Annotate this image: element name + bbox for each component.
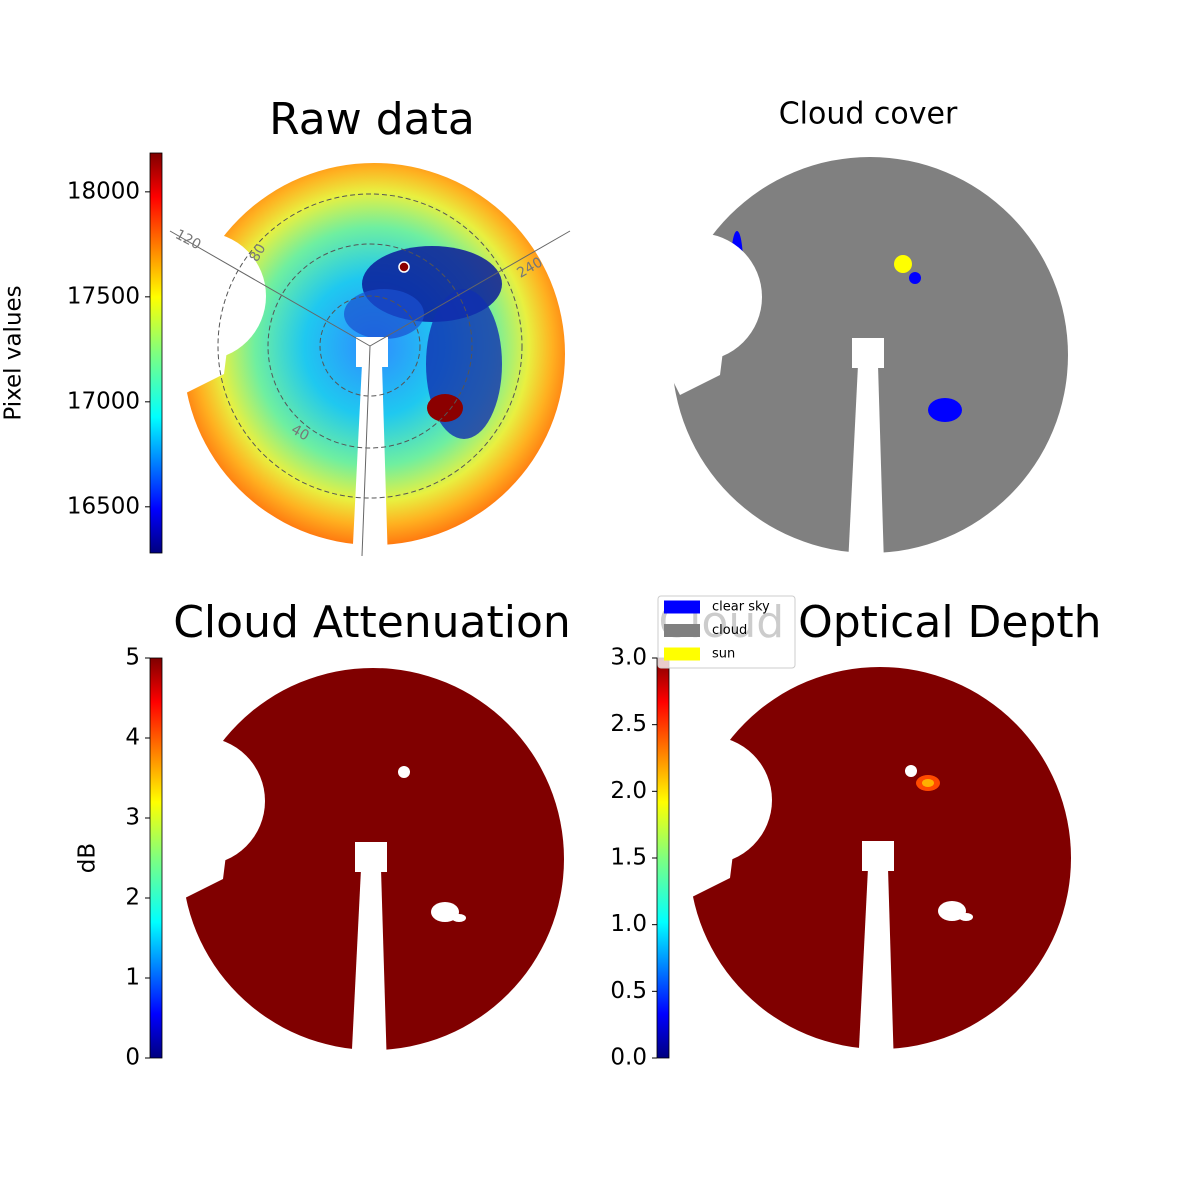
- clear-hole: [452, 914, 466, 922]
- sky-image: [672, 157, 1068, 553]
- sun-area: [894, 255, 912, 273]
- hot-spot: [427, 394, 463, 422]
- panel-title: Cloud Attenuation: [173, 597, 571, 648]
- polar-label: 40: [288, 422, 311, 445]
- clear-hole: [959, 913, 973, 921]
- clear-hole: [431, 902, 459, 922]
- legend-swatch: [664, 600, 700, 614]
- colorbar-label: dB: [75, 843, 101, 873]
- colorbar-tick-label: 17000: [67, 388, 140, 414]
- clear-area: [909, 272, 921, 284]
- dark-cloud: [344, 289, 424, 339]
- sun-hole: [398, 766, 410, 778]
- sky-field: [689, 667, 1071, 1049]
- colorbar-tick-label: 1.0: [610, 911, 647, 937]
- polar-ring: [319, 295, 421, 397]
- colorbar-tick-label: 3: [125, 805, 140, 831]
- sky-image: [182, 668, 564, 1050]
- legend-swatch: [664, 647, 700, 661]
- legend-label: cloud: [712, 623, 747, 638]
- colorbar-tick-label: 1: [125, 965, 140, 991]
- polar-spoke: [169, 230, 371, 347]
- polar-spoke: [369, 230, 571, 347]
- thin-cloud: [922, 779, 934, 787]
- sky-field: [183, 163, 565, 545]
- sun-spot: [398, 261, 410, 273]
- colorbar: [149, 657, 163, 1059]
- polar-spoke: [361, 345, 371, 557]
- sky-field: [182, 668, 564, 1050]
- sky-image: [689, 667, 1071, 1049]
- colorbar-tick-label: 5: [125, 645, 140, 671]
- colorbar-tick-label: 0.5: [610, 978, 647, 1004]
- colorbar-tick-label: 0.0: [610, 1045, 647, 1071]
- clear-hole: [938, 901, 966, 921]
- colorbar-tick-label: 17500: [67, 283, 140, 309]
- legend-label: clear sky: [712, 600, 770, 615]
- sky-image: [183, 163, 565, 545]
- colorbar-tick-label: 16500: [67, 493, 140, 519]
- colorbar: [656, 657, 670, 1059]
- sun-hole: [905, 765, 917, 777]
- colorbar-tick-label: 2.0: [610, 778, 647, 804]
- colorbar: [149, 152, 163, 554]
- polar-label: 80: [247, 241, 270, 264]
- panel-title: Cloud cover: [779, 97, 958, 132]
- polar-ring: [217, 193, 523, 499]
- panel-title: Raw data: [269, 94, 475, 145]
- legend-label: sun: [712, 647, 735, 662]
- colorbar-tick-label: 3.0: [610, 645, 647, 671]
- colorbar-tick-label: 2: [125, 885, 140, 911]
- clear-area: [928, 398, 962, 422]
- colorbar-label: Pixel values: [1, 285, 27, 420]
- colorbar-tick-label: 4: [125, 725, 140, 751]
- colorbar-tick-label: 0: [125, 1045, 140, 1071]
- cloud-area: [672, 157, 1068, 553]
- colorbar-tick-label: 2.5: [610, 711, 647, 737]
- polar-ring: [267, 243, 473, 449]
- clear-area: [731, 231, 743, 295]
- colorbar-tick-label: 18000: [67, 178, 140, 204]
- legend-swatch: [664, 624, 700, 637]
- colorbar-tick-label: 1.5: [610, 845, 647, 871]
